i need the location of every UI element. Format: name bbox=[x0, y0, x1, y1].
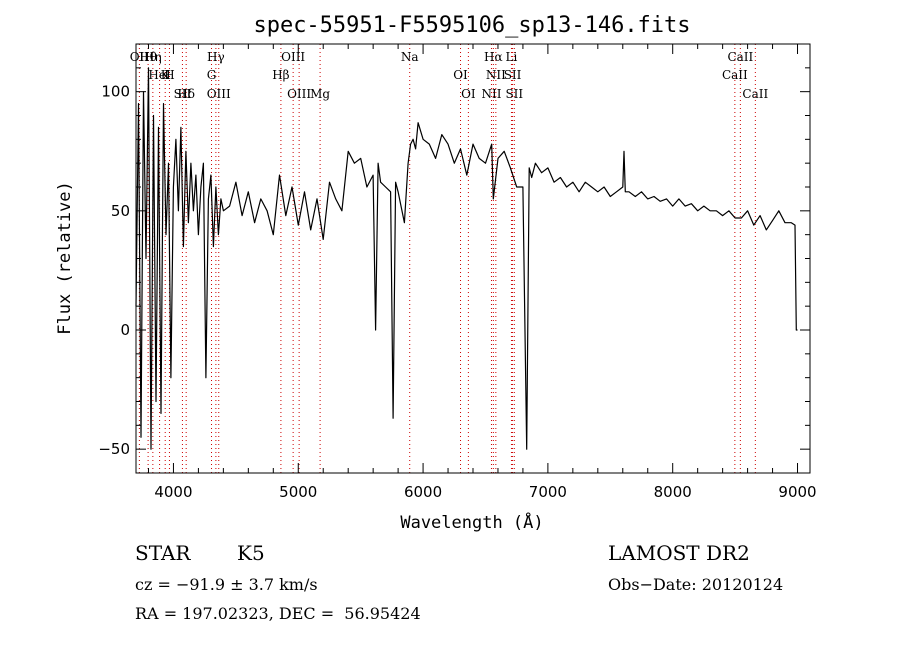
series-group bbox=[135, 67, 798, 450]
annotation-label: CaII bbox=[727, 50, 753, 64]
annotation-label: SII bbox=[504, 68, 522, 82]
x-tick-label: 4000 bbox=[154, 483, 192, 501]
x-tick-label: 8000 bbox=[654, 483, 692, 501]
plot-frame bbox=[135, 43, 811, 474]
annotation-label: OIII bbox=[207, 87, 231, 101]
annotation-label: CaII bbox=[742, 87, 768, 101]
annotation-label: OI bbox=[461, 87, 476, 101]
coordinates: RA = 197.02323, DEC = 56.95424 bbox=[135, 604, 421, 623]
object-subclass: K5 bbox=[237, 541, 265, 565]
x-tick-label: 7000 bbox=[529, 483, 567, 501]
survey-name: LAMOST DR2 bbox=[608, 541, 750, 565]
annotation-label: K bbox=[161, 68, 171, 82]
annotation-label: NII bbox=[481, 87, 501, 101]
annotation-label: Hδ bbox=[177, 87, 195, 101]
line-markers bbox=[138, 44, 756, 473]
annotation-label: Hθ bbox=[139, 50, 157, 64]
y-axis: −50 0 50 100 bbox=[98, 43, 810, 474]
obs-date: Obs−Date: 20120124 bbox=[608, 575, 784, 594]
annotation-label: Hη bbox=[144, 50, 162, 64]
x-tick-label: 9000 bbox=[778, 483, 816, 501]
annotation-label: Mg bbox=[310, 87, 330, 101]
annotation-label: H bbox=[164, 68, 174, 82]
x-axis: 4000 5000 6000 7000 8000 9000 bbox=[147, 44, 817, 501]
y-tick-label: 0 bbox=[120, 321, 130, 339]
annotation-label: HeI bbox=[148, 68, 171, 82]
annotation-label: OII bbox=[130, 50, 150, 64]
annotation-label: G bbox=[207, 68, 217, 82]
annotation-label: Hβ bbox=[272, 68, 289, 82]
x-tick-label: 5000 bbox=[279, 483, 317, 501]
annotation-label: OIII bbox=[287, 87, 311, 101]
annotation-label: NII bbox=[486, 68, 506, 82]
redshift-cz: cz = −91.9 ± 3.7 km/s bbox=[135, 575, 318, 594]
y-tick-label: 100 bbox=[101, 83, 130, 101]
annotation-label: Na bbox=[401, 50, 419, 64]
chart-title: spec-55951-F5595106_sp13-146.fits bbox=[253, 13, 690, 38]
annotation-label: SII bbox=[174, 87, 192, 101]
annotation-label: SII bbox=[505, 87, 523, 101]
x-axis-label: Wavelength (Å) bbox=[400, 511, 543, 533]
object-class: STAR bbox=[135, 541, 191, 565]
y-tick-label: 50 bbox=[111, 202, 130, 220]
annotation-label: CaII bbox=[722, 68, 748, 82]
y-tick-label: −50 bbox=[98, 440, 130, 458]
line-annotations: HθKHδOIIHeISIIHηHOIIIHγGOIIIOIIIHβMgNaOI… bbox=[130, 50, 769, 101]
annotation-label: Hγ bbox=[207, 50, 225, 64]
spectrum-line bbox=[135, 67, 798, 450]
y-axis-label: Flux (relative) bbox=[55, 181, 75, 335]
annotation-label: OI bbox=[453, 68, 468, 82]
annotation-label: Li bbox=[506, 50, 518, 64]
annotation-label: OIII bbox=[281, 50, 305, 64]
annotation-label: Hα bbox=[484, 50, 503, 64]
x-tick-label: 6000 bbox=[404, 483, 442, 501]
